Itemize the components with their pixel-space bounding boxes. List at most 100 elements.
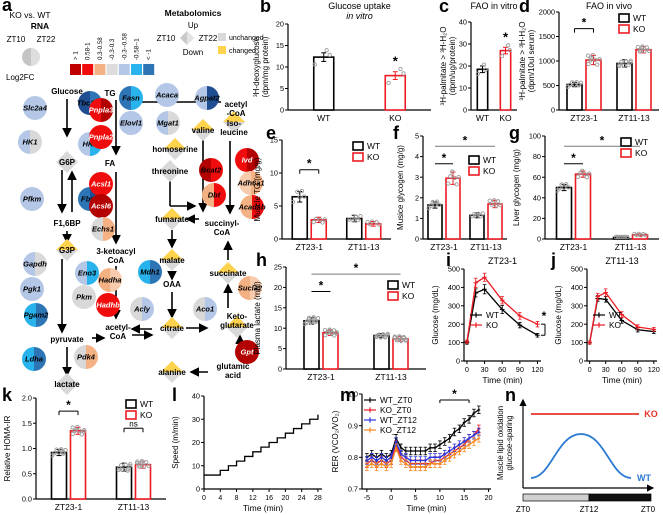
svg-text:Agpat2: Agpat2 xyxy=(193,94,220,103)
svg-text:succinate: succinate xyxy=(210,269,247,278)
svg-text:300: 300 xyxy=(448,301,460,310)
svg-text:25: 25 xyxy=(274,263,282,272)
panel-letter-n: n xyxy=(505,385,516,405)
panel-letter-h: h xyxy=(256,250,267,270)
svg-text:acid: acid xyxy=(225,371,241,380)
svg-text:ZT23-1: ZT23-1 xyxy=(430,242,458,252)
svg-text:ZT23-1: ZT23-1 xyxy=(488,256,517,266)
bar xyxy=(445,177,461,240)
wt-curve xyxy=(530,433,632,479)
svg-text:Elovl1: Elovl1 xyxy=(120,119,142,128)
svg-text:Acsl6: Acsl6 xyxy=(90,202,112,211)
log2fc-swatch xyxy=(106,64,118,75)
svg-text:15: 15 xyxy=(276,41,284,50)
svg-text:5: 5 xyxy=(415,132,419,141)
svg-text:*: * xyxy=(393,54,399,69)
svg-text:WT: WT xyxy=(317,113,330,123)
svg-text:Time (min): Time (min) xyxy=(602,375,642,385)
bar xyxy=(322,331,339,370)
muscle-glycogen-chart: 0 1 2 3 4 5 Musice glycogen (mg/g) ZT23-1 ZT11-1… xyxy=(396,132,507,252)
log2fc-swatch xyxy=(143,64,155,75)
model-schematic: Muscle lipid oxidation glucose-sparing KO W… xyxy=(496,398,658,514)
svg-text:100: 100 xyxy=(529,132,541,141)
svg-text:Hadha: Hadha xyxy=(99,276,122,285)
panel-letter-k: k xyxy=(2,385,13,405)
pathway-diagram: Slc2a4 Tbc1d1 HK1 HK2 Pfkm Fbp2 Gapdh Eno3 Pgk1 P… xyxy=(18,83,266,395)
svg-text:30: 30 xyxy=(192,415,200,424)
series-line xyxy=(466,276,538,342)
svg-text:unchanged: unchanged xyxy=(229,35,264,42)
svg-text:TG: TG xyxy=(104,89,115,98)
svg-text:ZT12: ZT12 xyxy=(580,505,599,514)
svg-text:leucine: leucine xyxy=(220,128,248,137)
panel-g: g 0 20 40 60 80 100 Liver glycogen (mg/g) ZT23-… xyxy=(509,123,663,255)
panel-letter-g: g xyxy=(509,123,520,143)
svg-text:60: 60 xyxy=(498,365,506,374)
svg-text:*: * xyxy=(66,398,71,412)
svg-text:10: 10 xyxy=(274,324,282,333)
svg-text:KO: KO xyxy=(644,409,658,419)
svg-text:100: 100 xyxy=(571,338,583,347)
svg-text:Acaca: Acaca xyxy=(155,91,178,100)
log2fc-swatch xyxy=(131,64,142,75)
svg-text:ns: ns xyxy=(129,419,137,428)
bar xyxy=(69,430,87,500)
svg-text:400: 400 xyxy=(571,283,583,292)
metabolite-diamond xyxy=(159,160,181,182)
svg-text:40: 40 xyxy=(459,18,467,27)
bar xyxy=(635,48,652,111)
svg-text:FAO in vitro: FAO in vitro xyxy=(470,1,517,11)
svg-text:KO: KO xyxy=(609,320,622,330)
svg-text:0: 0 xyxy=(588,365,592,374)
svg-text:KO: KO xyxy=(633,24,646,34)
gtt-zt11-chart: 0 100 200 300 400 500 Glucose (mg/dL) ZT11-13 0 3… xyxy=(554,256,660,385)
svg-text:5: 5 xyxy=(414,493,418,502)
panel-m: m 0.7 0.8 0.9 1.0 RER (VCO₂/VO₂) -5 0 5 10 15 20 Ti… xyxy=(328,386,495,515)
legend-swatch xyxy=(620,137,632,147)
panel-b: b 0 5 10 15 20 ³H-deoxyglucose (dpm/mg protein… xyxy=(250,0,437,126)
svg-text:CoA: CoA xyxy=(110,332,127,341)
svg-text:24: 24 xyxy=(298,495,306,502)
svg-text:ZT23-1: ZT23-1 xyxy=(570,113,598,123)
svg-text:120: 120 xyxy=(648,365,660,374)
svg-text:Pnpla2: Pnpla2 xyxy=(89,133,114,142)
bar xyxy=(487,203,503,240)
svg-text:FAO in vivo: FAO in vivo xyxy=(586,1,632,11)
svg-text:20: 20 xyxy=(276,20,284,29)
svg-text:Time (min): Time (min) xyxy=(243,503,283,513)
legend-swatch xyxy=(387,280,399,290)
svg-text:Pgk1: Pgk1 xyxy=(23,285,41,294)
svg-text:0.8: 0.8 xyxy=(348,453,358,462)
svg-text:glutarate: glutarate xyxy=(220,321,254,330)
bar xyxy=(469,214,485,240)
bar xyxy=(616,62,633,111)
svg-text:0.7: 0.7 xyxy=(348,485,358,494)
svg-text:RER (VCO₂/VO₂): RER (VCO₂/VO₂) xyxy=(331,410,340,472)
svg-text:*: * xyxy=(571,151,576,165)
svg-text:acetyl: acetyl xyxy=(225,100,248,109)
svg-text:2000: 2000 xyxy=(539,8,555,17)
svg-text:KO vs. WT: KO vs. WT xyxy=(9,10,50,20)
svg-text:1: 1 xyxy=(415,214,419,223)
svg-text:ZT11-13: ZT11-13 xyxy=(348,242,380,252)
svg-text:20: 20 xyxy=(533,214,541,223)
svg-text:FA: FA xyxy=(105,159,115,168)
svg-text:Glucose uptake: Glucose uptake xyxy=(328,1,391,11)
bar xyxy=(373,334,390,370)
svg-text:Speed (m/min): Speed (m/min) xyxy=(171,416,180,469)
svg-text:KO: KO xyxy=(483,166,496,176)
panel-h: h 0 5 10 15 20 25 Plasma lactate (mM) ZT23-1 ZT1… xyxy=(250,251,430,387)
legend-swatch xyxy=(618,24,630,34)
svg-text:Metabolomics: Metabolomics xyxy=(165,8,222,18)
svg-text:ZT10: ZT10 xyxy=(157,34,176,43)
svg-text:0: 0 xyxy=(551,106,555,115)
svg-text:120: 120 xyxy=(531,365,543,374)
bar xyxy=(392,338,409,370)
svg-text:fumarate: fumarate xyxy=(155,215,189,224)
svg-text:0: 0 xyxy=(202,495,206,502)
svg-text:*: * xyxy=(582,16,587,30)
bar xyxy=(499,49,512,111)
svg-text:KO_ZT0: KO_ZT0 xyxy=(380,405,412,415)
